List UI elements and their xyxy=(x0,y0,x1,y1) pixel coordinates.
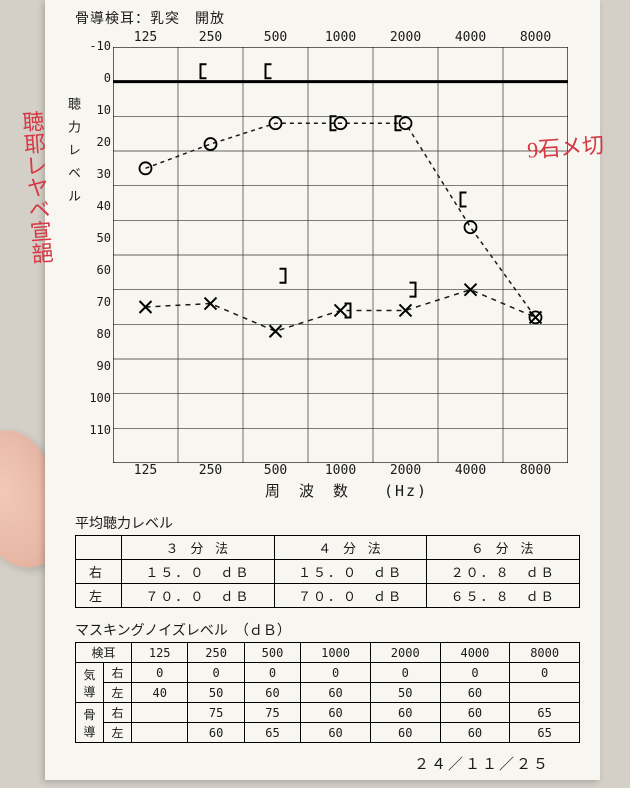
header-text: 骨導検耳：乳突 開放 xyxy=(75,8,580,28)
masking-noise-table: 検耳1252505001000200040008000気導右0000000左40… xyxy=(75,642,580,743)
y-axis: 聴力レベル -100102030405060708090100110 xyxy=(75,47,113,463)
avg-title: 平均聴力レベル xyxy=(75,513,580,533)
date-text: ２４／１１／２５ xyxy=(75,753,550,774)
x-axis-label: 周 波 数 (Hz) xyxy=(113,480,580,501)
y-axis-label: 聴力レベル xyxy=(63,97,82,212)
avg-hearing-table: ３ 分 法４ 分 法６ 分 法右１５．０ ｄＢ１５．０ ｄＢ２０．８ ｄＢ左７０… xyxy=(75,535,580,608)
mask-title: マスキングノイズレベル （ｄＢ） xyxy=(75,620,580,640)
chart-area: 聴力レベル -100102030405060708090100110 xyxy=(75,47,580,463)
y-tick-labels: -100102030405060708090100110 xyxy=(89,39,111,455)
audiogram-document: 骨導検耳：乳突 開放 1252505001000200040008000 聴力レ… xyxy=(45,0,600,780)
freq-ticks-top: 1252505001000200040008000 xyxy=(113,30,580,45)
audiogram-chart xyxy=(113,47,568,463)
freq-ticks-bottom: 1252505001000200040008000 xyxy=(113,463,580,478)
